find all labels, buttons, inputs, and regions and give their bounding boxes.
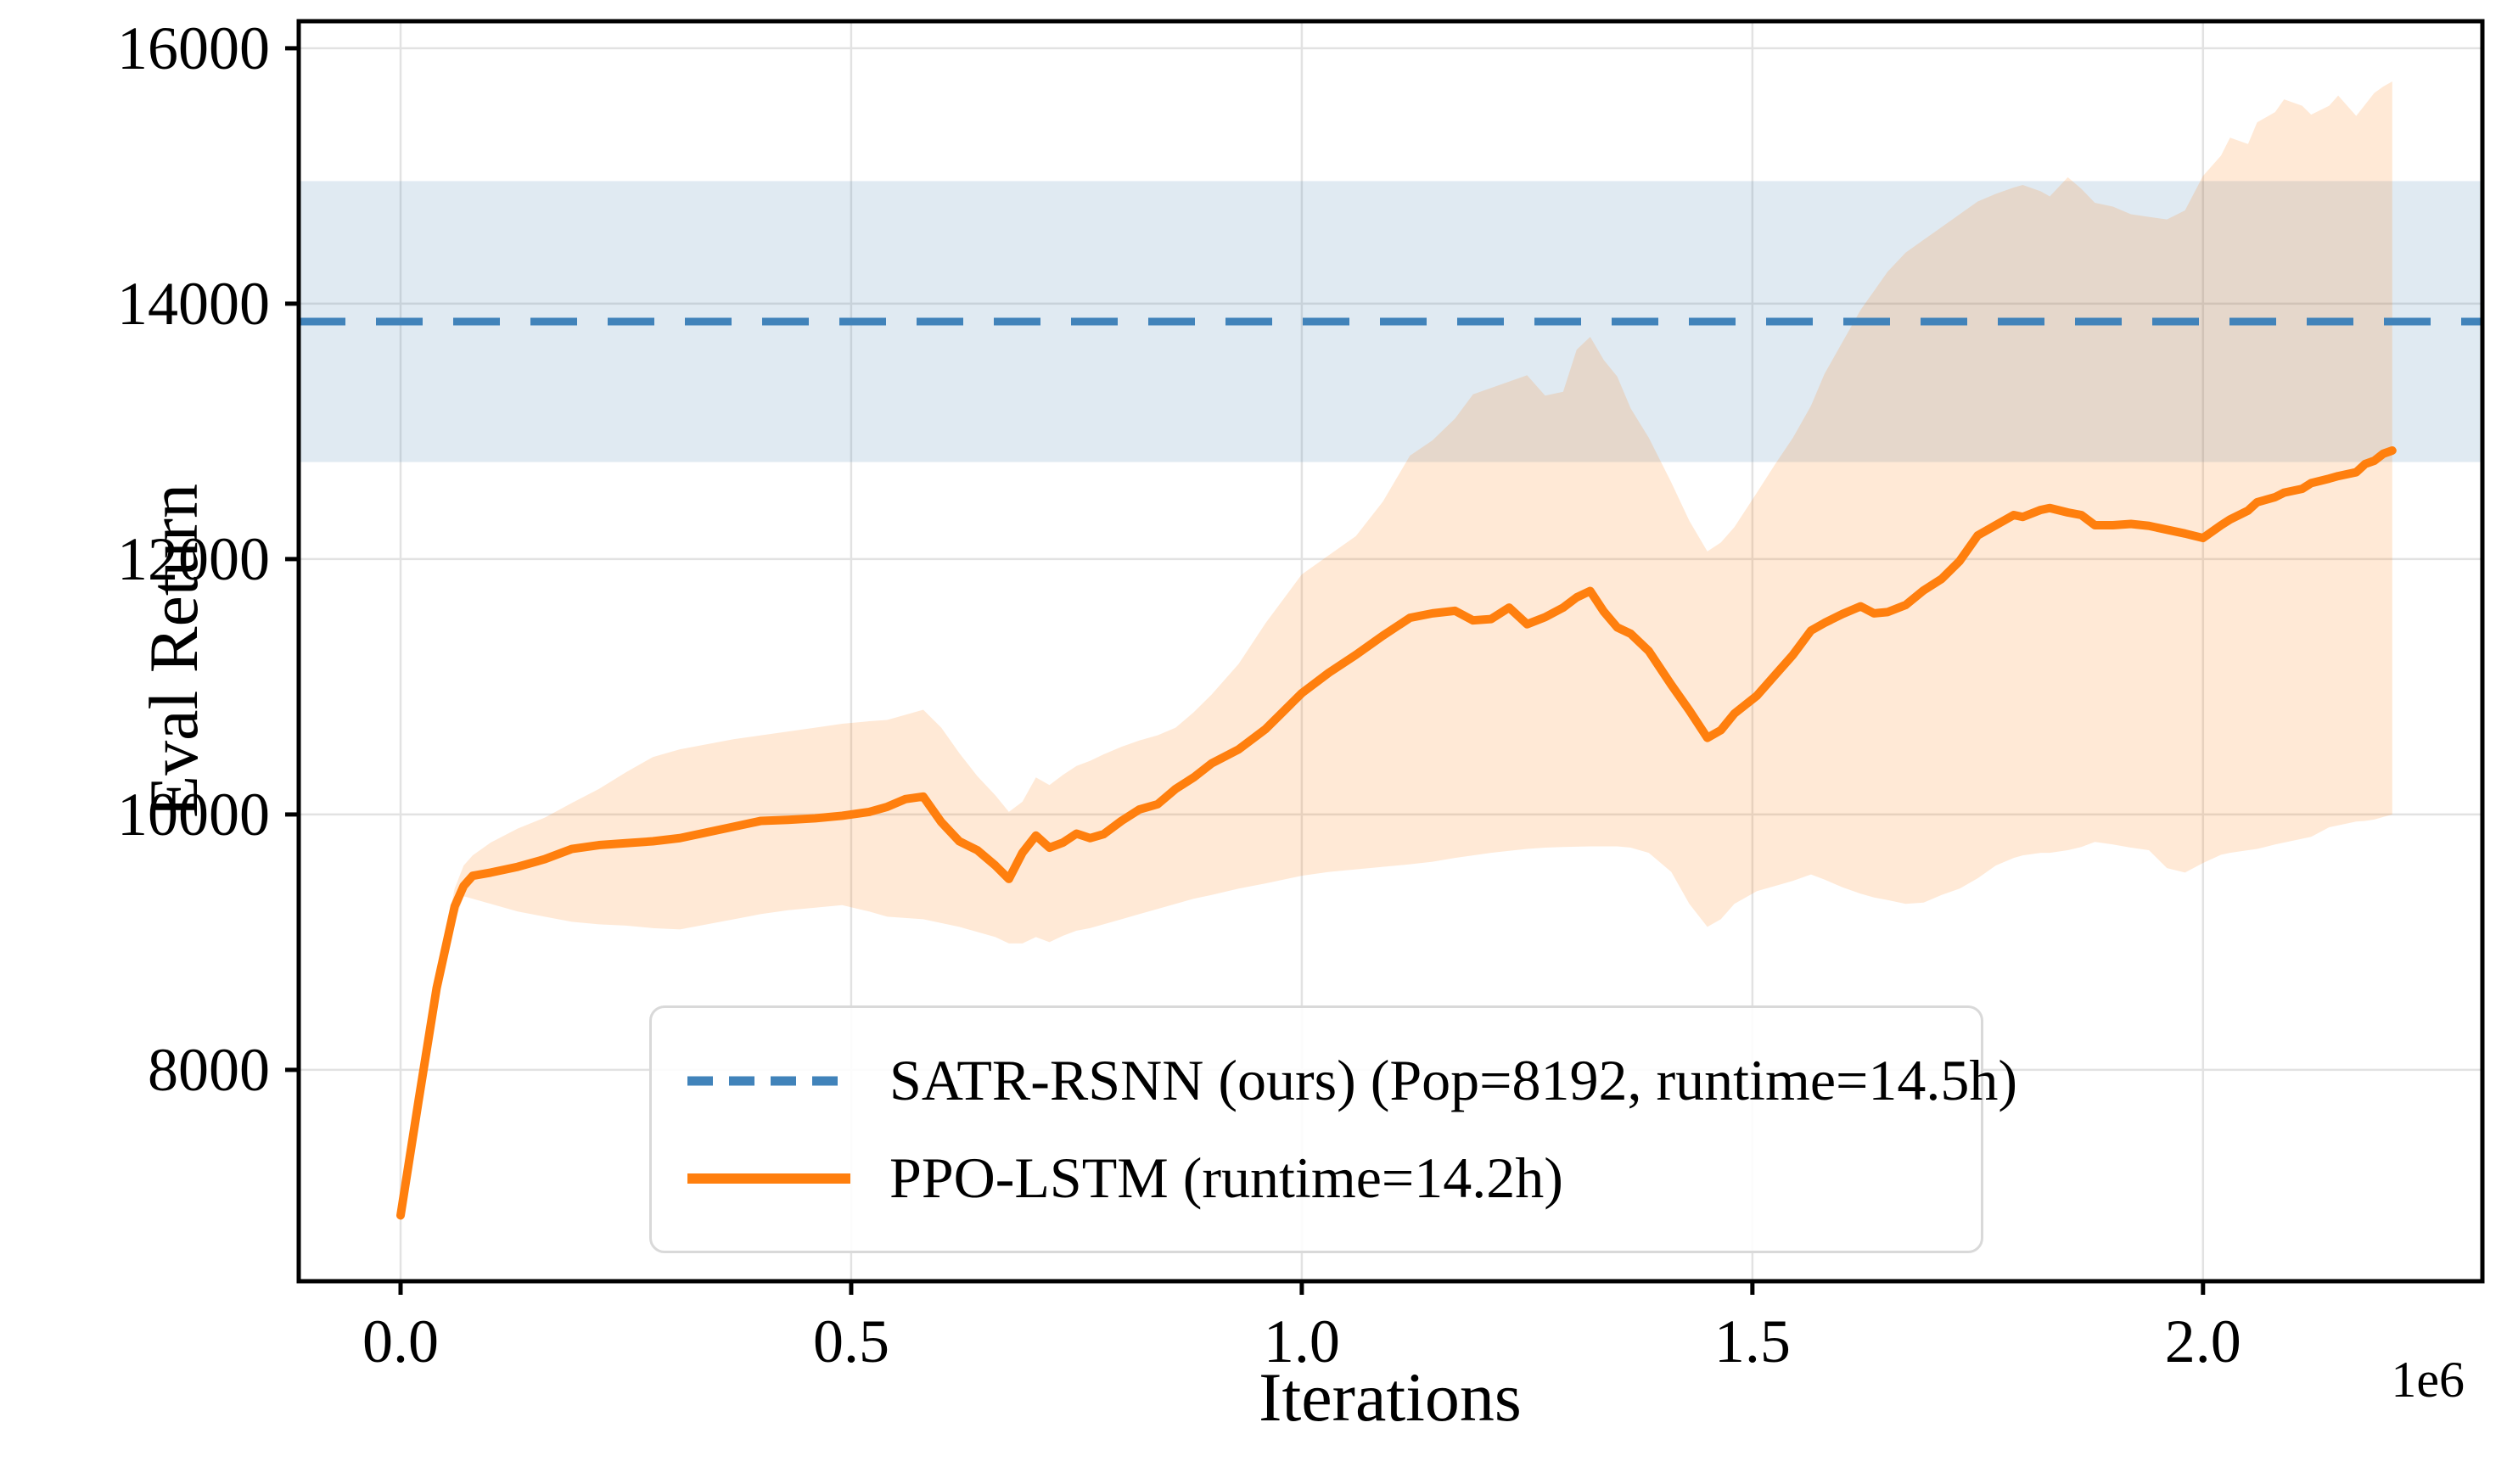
x-tick-label: 1.5 xyxy=(1714,1308,1791,1375)
x-axis-label: Iterations xyxy=(1259,1358,1522,1436)
x-axis-offset-label: 1e6 xyxy=(2391,1352,2465,1408)
ppo-lstm-band xyxy=(400,81,2392,1216)
y-tick-label: 16000 xyxy=(117,14,270,82)
y-tick-label: 14000 xyxy=(117,270,270,338)
ppo-lstm-line xyxy=(395,445,2397,1220)
legend-item-satr-rsnn: SATR-RSNN (ours) (Pop=8192, runtime=14.5… xyxy=(652,1047,2017,1114)
legend-label-satr-rsnn: SATR-RSNN (ours) (Pop=8192, runtime=14.5… xyxy=(889,1048,2018,1112)
legend: SATR-RSNN (ours) (Pop=8192, runtime=14.5… xyxy=(649,1005,2017,1253)
x-tick-label: 0.5 xyxy=(813,1308,889,1375)
y-tick-label: 12000 xyxy=(117,525,270,593)
x-tick-label: 2.0 xyxy=(2165,1308,2241,1375)
ppo-solid-line-sample xyxy=(687,1173,850,1184)
plot-frame xyxy=(296,19,2485,1284)
y-tick-label: 10000 xyxy=(117,781,270,848)
y-tick-label: 8000 xyxy=(148,1036,270,1104)
satr-dashed-line-sample xyxy=(687,1076,850,1085)
legend-label-ppo-lstm: PPO-LSTM (runtime=14.2h) xyxy=(889,1145,1563,1210)
y-axis-label: Eval Return xyxy=(134,484,212,818)
x-tick-label: 1.0 xyxy=(1264,1308,1340,1375)
legend-item-ppo-lstm: PPO-LSTM (runtime=14.2h) xyxy=(652,1145,1981,1212)
x-tick-label: 0.0 xyxy=(362,1308,439,1375)
